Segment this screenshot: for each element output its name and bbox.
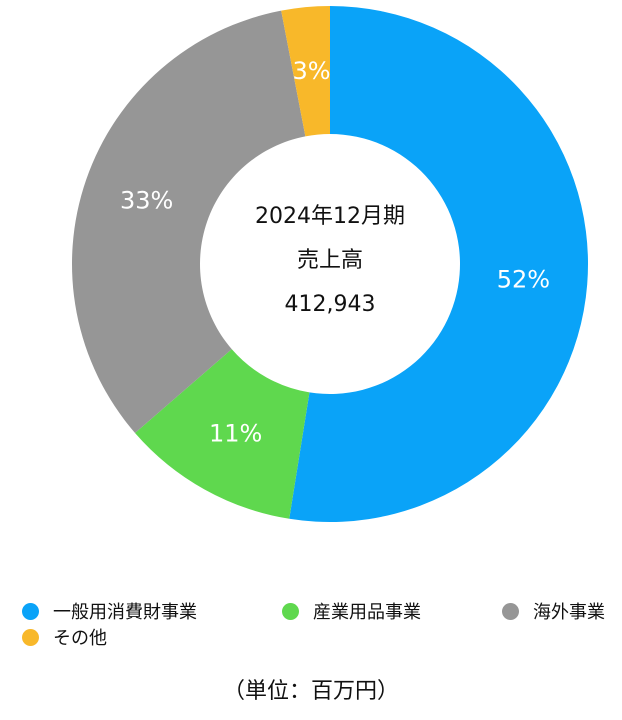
legend-item-other: その他 <box>22 624 107 650</box>
legend-label-consumer: 一般用消費財事業 <box>53 602 197 623</box>
legend-label-industrial: 産業用品事業 <box>313 602 421 623</box>
center-label: 売上高 <box>296 248 363 273</box>
legend-dot-consumer <box>22 602 39 620</box>
center-period: 2024年12月期 <box>255 204 405 229</box>
chart-legend: 一般用消費財事業 産業用品事業 海外事業 その他 <box>22 598 622 650</box>
donut-slice-label-industrial: 11% <box>209 420 262 448</box>
donut-slice-consumer <box>289 6 588 522</box>
legend-dot-industrial <box>282 602 299 620</box>
donut-slice-label-overseas: 33% <box>120 187 173 215</box>
donut-slice-other <box>281 6 330 137</box>
donut-slice-label-consumer: 52% <box>497 265 550 293</box>
donut-slice-overseas <box>72 10 306 433</box>
donut-slice-label-other: 3% <box>293 57 331 85</box>
legend-row-2: その他 <box>22 624 622 650</box>
legend-label-other: その他 <box>53 628 107 649</box>
donut-chart: 52% 11% 33% 3% <box>72 6 588 522</box>
legend-row-1: 一般用消費財事業 産業用品事業 海外事業 <box>22 598 622 624</box>
legend-label-overseas: 海外事業 <box>533 602 605 623</box>
legend-item-consumer: 一般用消費財事業 <box>22 598 282 624</box>
legend-dot-overseas <box>502 602 519 620</box>
center-total: 412,943 <box>284 292 376 317</box>
legend-dot-other <box>22 628 39 646</box>
unit-note: （単位：百万円） <box>222 679 399 704</box>
donut-center-text: 2024年12月期 売上高 412,943 <box>200 195 460 327</box>
legend-item-overseas: 海外事業 <box>502 598 605 624</box>
donut-slice-industrial <box>135 349 310 519</box>
legend-item-industrial: 産業用品事業 <box>282 598 502 624</box>
